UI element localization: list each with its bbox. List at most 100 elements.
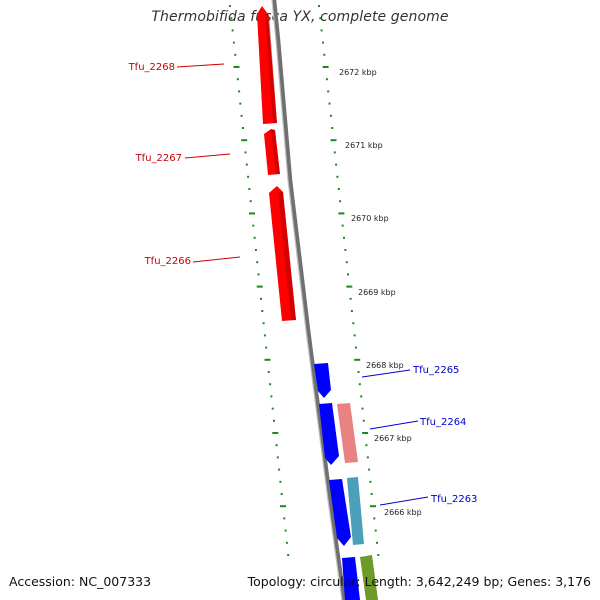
minor-tick [241,127,244,129]
minor-tick [365,444,368,447]
minor-tick [267,371,270,373]
minor-tick [283,517,286,520]
minor-tick [229,5,231,7]
major-tick [362,432,369,434]
major-tick [241,139,248,142]
genome-backbone-highlight [271,0,343,600]
minor-tick [331,127,334,129]
leader-tfu-2268 [176,63,225,68]
minor-tick [337,188,340,190]
label-tfu-2265[interactable]: Tfu_2265 [412,365,459,376]
minor-tick [335,163,338,166]
gene-olive-feature [360,555,378,600]
minor-tick [287,554,290,556]
minor-tick [349,297,352,300]
minor-tick [353,334,356,337]
kbp-label: 2666 kbp [384,508,422,517]
minor-tick [339,200,342,203]
minor-tick [280,493,283,495]
minor-tick [370,493,373,495]
minor-tick [352,322,355,325]
label-tfu-2266[interactable]: Tfu_2266 [144,256,191,267]
minor-tick [276,456,279,459]
leader-tfu-2265 [361,369,411,378]
minor-tick [271,407,274,410]
kbp-label: 2669 kbp [358,288,396,297]
genome-backbone [271,0,347,600]
major-tick [233,66,240,68]
kbp-label: 2668 kbp [366,361,404,370]
minor-tick [343,236,345,239]
minor-tick [376,541,378,544]
minor-tick [273,419,275,422]
minor-tick [368,468,371,471]
gene-teal-feature [347,477,364,545]
minor-tick [231,29,234,32]
minor-tick [278,468,281,471]
leader-tfu-2264 [369,420,419,430]
genome-summary-text: Topology: circular; Length: 3,642,249 bp… [247,574,591,589]
minor-tick [253,236,256,239]
minor-tick [265,346,268,349]
major-tick [280,505,286,508]
minor-tick [358,383,361,386]
label-tfu-2263[interactable]: Tfu_2263 [430,494,477,505]
minor-tick [373,517,376,520]
gene-tfu-2265[interactable] [314,363,331,398]
minor-tick [325,78,328,81]
minor-tick [377,554,380,556]
minor-tick [284,529,287,532]
major-tick [264,358,271,361]
kbp-label: 2672 kbp [339,68,377,77]
gene-tfu-2266-shade [278,192,296,320]
minor-tick [361,407,364,410]
minor-tick [336,175,339,178]
major-tick [322,66,329,68]
minor-tick [374,529,377,532]
right-tick-ring [318,5,380,556]
minor-tick [327,90,330,93]
minor-tick [333,151,336,154]
gene-tfu-2268-shade [265,14,277,123]
kbp-label: 2670 kbp [351,214,389,223]
minor-tick [247,175,250,178]
label-tfu-2264[interactable]: Tfu_2264 [419,417,466,428]
minor-tick [323,53,326,56]
minor-tick [341,224,344,227]
minor-tick [275,444,278,447]
label-tfu-2267[interactable]: Tfu_2267 [135,153,182,164]
major-tick [346,285,353,288]
minor-tick [236,78,239,81]
major-tick [338,212,345,215]
minor-tick [234,53,237,56]
major-tick [354,358,361,361]
kbp-label: 2671 kbp [345,141,383,150]
major-tick [249,212,255,215]
minor-tick [328,102,331,105]
minor-tick [254,249,257,251]
label-tfu-2268[interactable]: Tfu_2268 [128,62,175,73]
leader-tfu-2267 [184,153,231,159]
gene-tfu-2263[interactable] [329,479,351,546]
minor-tick [362,419,365,422]
minor-tick [360,395,363,398]
minor-tick [369,480,372,483]
minor-tick [279,480,282,483]
gene-tfu-2264[interactable] [319,403,339,465]
minor-tick [329,114,332,117]
minor-tick [350,310,353,312]
minor-tick [320,29,323,32]
minor-tick [357,371,360,373]
minor-tick [240,114,243,117]
minor-tick [256,261,259,264]
minor-tick [270,395,273,398]
major-tick [256,285,263,288]
leader-tfu-2263 [379,496,429,506]
minor-tick [269,383,272,386]
minor-tick [239,102,242,105]
minor-tick [248,188,251,190]
major-tick [370,505,376,508]
gene-partial-bottom [342,557,360,600]
minor-tick [232,41,235,44]
